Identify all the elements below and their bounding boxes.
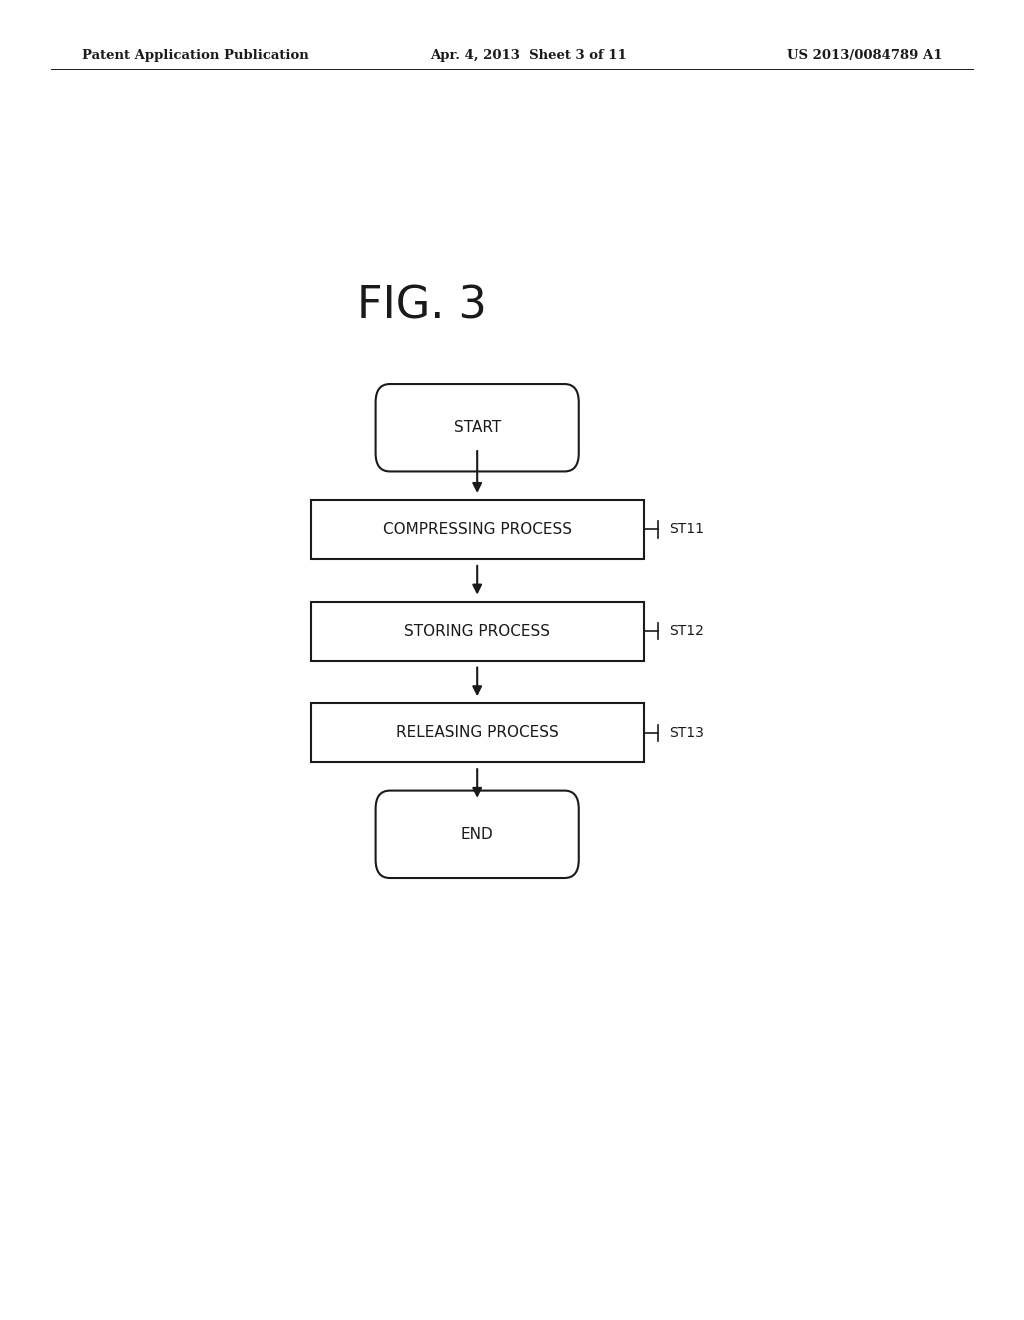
Text: END: END [461, 826, 494, 842]
Text: COMPRESSING PROCESS: COMPRESSING PROCESS [383, 521, 571, 537]
Text: ST13: ST13 [670, 726, 705, 739]
Text: FIG. 3: FIG. 3 [356, 284, 486, 327]
Text: Apr. 4, 2013  Sheet 3 of 11: Apr. 4, 2013 Sheet 3 of 11 [430, 49, 627, 62]
Text: RELEASING PROCESS: RELEASING PROCESS [396, 725, 558, 741]
Text: US 2013/0084789 A1: US 2013/0084789 A1 [786, 49, 942, 62]
Text: STORING PROCESS: STORING PROCESS [404, 623, 550, 639]
Text: START: START [454, 420, 501, 436]
Text: ST12: ST12 [670, 624, 705, 638]
FancyBboxPatch shape [310, 704, 644, 762]
Text: ST11: ST11 [670, 523, 705, 536]
FancyBboxPatch shape [376, 384, 579, 471]
FancyBboxPatch shape [310, 602, 644, 660]
FancyBboxPatch shape [376, 791, 579, 878]
Text: Patent Application Publication: Patent Application Publication [82, 49, 308, 62]
FancyBboxPatch shape [310, 500, 644, 558]
